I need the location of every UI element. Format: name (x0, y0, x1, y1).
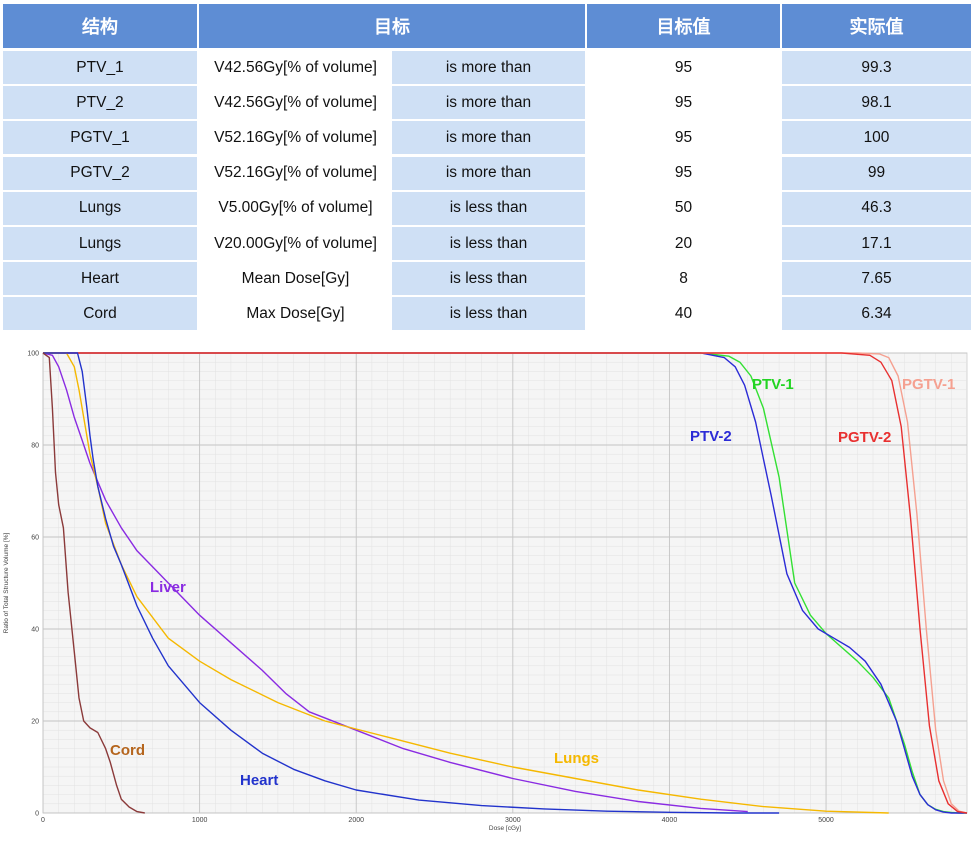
minor-grid (43, 353, 968, 813)
series-label-ptv1: PTV-1 (752, 376, 794, 393)
cell-actual: 7.65 (782, 262, 971, 296)
cell-actual: 99 (782, 156, 971, 190)
x-tick-label: 4000 (662, 817, 678, 824)
series-line-pgtv-1 (43, 352, 968, 814)
cell-structure: PGTV_1 (3, 121, 197, 155)
x-tick-label: 3000 (505, 817, 521, 824)
cell-structure: PGTV_2 (3, 156, 197, 190)
cell-target: 20 (587, 227, 780, 260)
dvh-chart: 0 1000 2000 3000 4000 5000 0 20 40 60 80 100 Dose [… (0, 340, 971, 850)
y-tick-label: 100 (27, 351, 39, 358)
cell-relation: is more than (392, 121, 585, 155)
cell-actual: 99.3 (782, 51, 971, 84)
cell-actual: 6.34 (782, 297, 971, 331)
cell-relation: is less than (392, 191, 585, 225)
series-line-pgtv-2 (43, 352, 968, 814)
y-tick-label: 80 (31, 443, 39, 450)
cell-relation: is more than (392, 156, 585, 190)
cell-structure: Lungs (3, 227, 197, 260)
x-tick-label: 2000 (348, 817, 364, 824)
x-tick-label: 0 (41, 817, 45, 824)
cell-metric: Max Dose[Gy] (199, 297, 392, 331)
y-tick-label: 40 (31, 627, 39, 634)
cell-structure: PTV_2 (3, 86, 197, 120)
cell-relation: is more than (392, 86, 585, 120)
series-line-liver (42, 352, 748, 813)
series-label-lungs: Lungs (554, 750, 599, 767)
series-line-ptv-2 (43, 352, 967, 814)
cell-metric: V52.16Gy[% of volume] (199, 156, 392, 190)
x-tick-label: 5000 (818, 817, 834, 824)
cell-metric: V5.00Gy[% of volume] (199, 191, 392, 225)
header-actual-value: 实际值 (782, 4, 971, 48)
y-tick-label: 0 (35, 811, 39, 818)
cell-metric: Mean Dose[Gy] (199, 262, 392, 296)
series-line-cord (42, 352, 145, 814)
series-lines (42, 352, 968, 814)
cell-actual: 100 (782, 121, 971, 155)
cell-metric: V20.00Gy[% of volume] (199, 227, 392, 260)
header-objective: 目标 (199, 4, 585, 48)
series-line-heart (43, 352, 780, 814)
cell-structure: Cord (3, 297, 197, 331)
y-tick-label: 60 (31, 535, 39, 542)
series-line-lungs (43, 352, 889, 814)
cell-structure: Lungs (3, 191, 197, 225)
series-label-cord: Cord (110, 742, 145, 759)
cell-relation: is more than (392, 51, 585, 84)
cell-actual: 17.1 (782, 227, 971, 260)
cell-target: 95 (587, 156, 780, 190)
series-label-ptv2: PTV-2 (690, 428, 732, 445)
cell-actual: 98.1 (782, 86, 971, 120)
series-label-pgtv2: PGTV-2 (838, 429, 891, 446)
cell-metric: V42.56Gy[% of volume] (199, 51, 392, 84)
header-structure: 结构 (3, 4, 197, 48)
y-axis-label: Ratio of Total Structure Volume [%] (3, 532, 10, 633)
cell-relation: is less than (392, 262, 585, 296)
x-tick-label: 1000 (192, 817, 208, 824)
cell-relation: is less than (392, 297, 585, 331)
series-label-pgtv1: PGTV-1 (902, 376, 955, 393)
cell-target: 95 (587, 86, 780, 120)
header-target-value: 目标值 (587, 4, 780, 48)
cell-actual: 46.3 (782, 191, 971, 225)
x-axis-label: Dose [cGy] (489, 825, 521, 832)
cell-target: 8 (587, 262, 780, 296)
cell-structure: Heart (3, 262, 197, 296)
cell-structure: PTV_1 (3, 51, 197, 84)
cell-target: 95 (587, 121, 780, 155)
axis-ticks: 0 1000 2000 3000 4000 5000 0 20 40 60 80 100 (27, 351, 834, 825)
series-label-liver: Liver (150, 579, 186, 596)
cell-relation: is less than (392, 227, 585, 260)
cell-target: 40 (587, 297, 780, 331)
y-tick-label: 20 (31, 719, 39, 726)
cell-metric: V42.56Gy[% of volume] (199, 86, 392, 120)
cell-target: 50 (587, 191, 780, 225)
cell-metric: V52.16Gy[% of volume] (199, 121, 392, 155)
series-label-heart: Heart (240, 772, 278, 789)
cell-target: 95 (587, 51, 780, 84)
